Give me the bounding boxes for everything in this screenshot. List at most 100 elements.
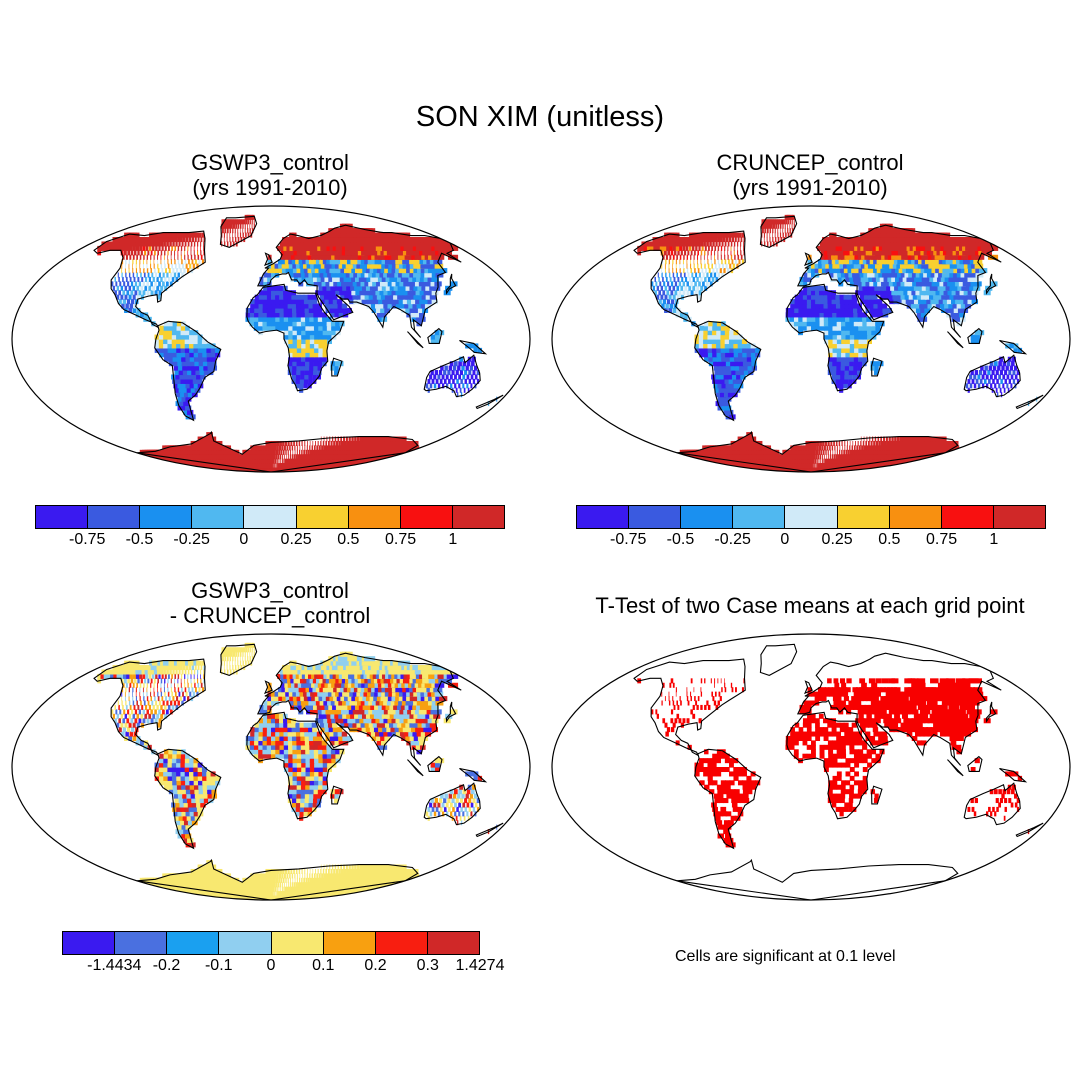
map-grid-cell <box>903 290 910 296</box>
map-grid-cell <box>177 259 180 265</box>
map-grid-cell <box>301 343 307 349</box>
map-grid-cell <box>896 436 900 442</box>
map-grid-cell <box>465 365 469 371</box>
map-grid-cell <box>135 245 140 251</box>
map-grid-cell <box>151 321 156 327</box>
map-grid-cell <box>854 254 860 260</box>
map-grid-cell <box>746 356 753 362</box>
map-grid-cell <box>237 223 240 229</box>
map-grid-cell <box>336 268 343 274</box>
map-grid-cell <box>878 312 884 318</box>
map-grid-cell <box>836 316 842 322</box>
map-grid-cell <box>318 356 323 362</box>
map-grid-cell <box>845 449 848 455</box>
map-grid-cell <box>717 383 724 389</box>
map-grid-cell <box>741 232 745 238</box>
map-grid-cell <box>903 263 911 269</box>
map-grid-cell <box>853 365 858 371</box>
map-grid-cell <box>125 276 128 282</box>
map-grid-cell <box>387 303 394 309</box>
map-grid-cell <box>916 312 923 318</box>
map-grid-cell <box>949 272 957 278</box>
map-grid-cell <box>693 254 695 260</box>
map-grid-cell <box>163 330 169 336</box>
map-grid-cell <box>698 334 704 340</box>
map-grid-cell <box>305 343 311 349</box>
map-grid-cell <box>724 347 730 353</box>
map-grid-cell <box>125 272 127 278</box>
map-grid-cell <box>296 352 302 358</box>
map-grid-cell <box>295 263 301 269</box>
map-grid-cell <box>274 463 275 469</box>
map-grid-cell <box>249 316 255 322</box>
map-grid-cell <box>727 250 729 256</box>
map-grid-cell <box>927 436 932 442</box>
map-grid-cell <box>168 245 170 251</box>
map-grid-cell <box>299 263 305 269</box>
map-grid-cell <box>175 374 182 380</box>
map-grid-cell <box>870 440 873 446</box>
map-grid-cell <box>925 285 933 291</box>
map-grid-cell <box>901 299 908 305</box>
map-grid-cell <box>832 316 838 322</box>
map-grid-cell <box>384 268 392 274</box>
map-grid-cell <box>266 449 270 455</box>
map-grid-cell <box>301 330 307 336</box>
map-grid-cell <box>344 268 351 274</box>
map-grid-cell <box>733 241 736 247</box>
map-grid-cell <box>265 445 270 451</box>
map-grid-cell <box>653 241 659 247</box>
map-grid-cell <box>863 272 869 278</box>
map-grid-cell <box>184 378 191 384</box>
map-grid-cell <box>338 263 345 269</box>
map-grid-cell <box>305 325 311 331</box>
map-grid-cell <box>293 272 299 278</box>
map-grid-cell <box>864 263 871 269</box>
map-grid-cell <box>150 263 152 269</box>
map-grid-cell <box>719 232 724 238</box>
map-grid-cell <box>665 272 667 278</box>
map-grid-cell <box>729 263 732 269</box>
map-grid-cell <box>458 361 462 367</box>
map-grid-cell <box>303 268 309 274</box>
map-grid-cell <box>852 250 859 256</box>
map-grid-cell <box>811 467 877 472</box>
map-grid-cell <box>295 383 300 389</box>
map-grid-cell <box>193 383 200 389</box>
map-grid-cell <box>264 454 268 460</box>
map-grid-cell <box>836 445 838 451</box>
map-grid-cell <box>330 312 336 318</box>
map-grid-cell <box>118 299 122 305</box>
map-grid-cell <box>132 307 137 313</box>
map-grid-cell <box>650 245 655 251</box>
map-grid-cell <box>914 440 920 446</box>
map-grid-cell <box>992 378 995 384</box>
map-grid-cell <box>949 285 957 291</box>
map-grid-cell <box>182 237 186 243</box>
map-grid-cell <box>435 339 440 345</box>
map-grid-cell <box>672 245 676 251</box>
map-grid-cell <box>836 268 842 274</box>
map-grid-cell <box>146 259 148 265</box>
map-grid-cell <box>361 299 368 305</box>
map-grid-cell <box>296 250 302 256</box>
map-grid-cell <box>943 281 951 287</box>
map-grid-cell <box>697 254 699 260</box>
map-grid-cell <box>331 436 334 442</box>
map-grid-cell <box>865 445 869 451</box>
map-grid-cell <box>163 339 169 345</box>
map-grid-cell <box>674 290 678 296</box>
map-grid-cell <box>784 228 786 234</box>
map-grid-cell <box>226 232 228 238</box>
map-grid-cell <box>283 334 289 340</box>
map-grid-cell <box>679 245 683 251</box>
map-grid-cell <box>381 285 389 291</box>
map-grid-cell <box>254 299 260 305</box>
map-grid-cell <box>739 365 745 371</box>
map-grid-cell <box>275 299 280 305</box>
map-grid-cell <box>907 290 914 296</box>
map-grid-cell <box>180 392 187 398</box>
map-grid-cell <box>718 370 725 376</box>
map-grid-cell <box>340 436 343 442</box>
map-grid-cell <box>933 294 940 300</box>
